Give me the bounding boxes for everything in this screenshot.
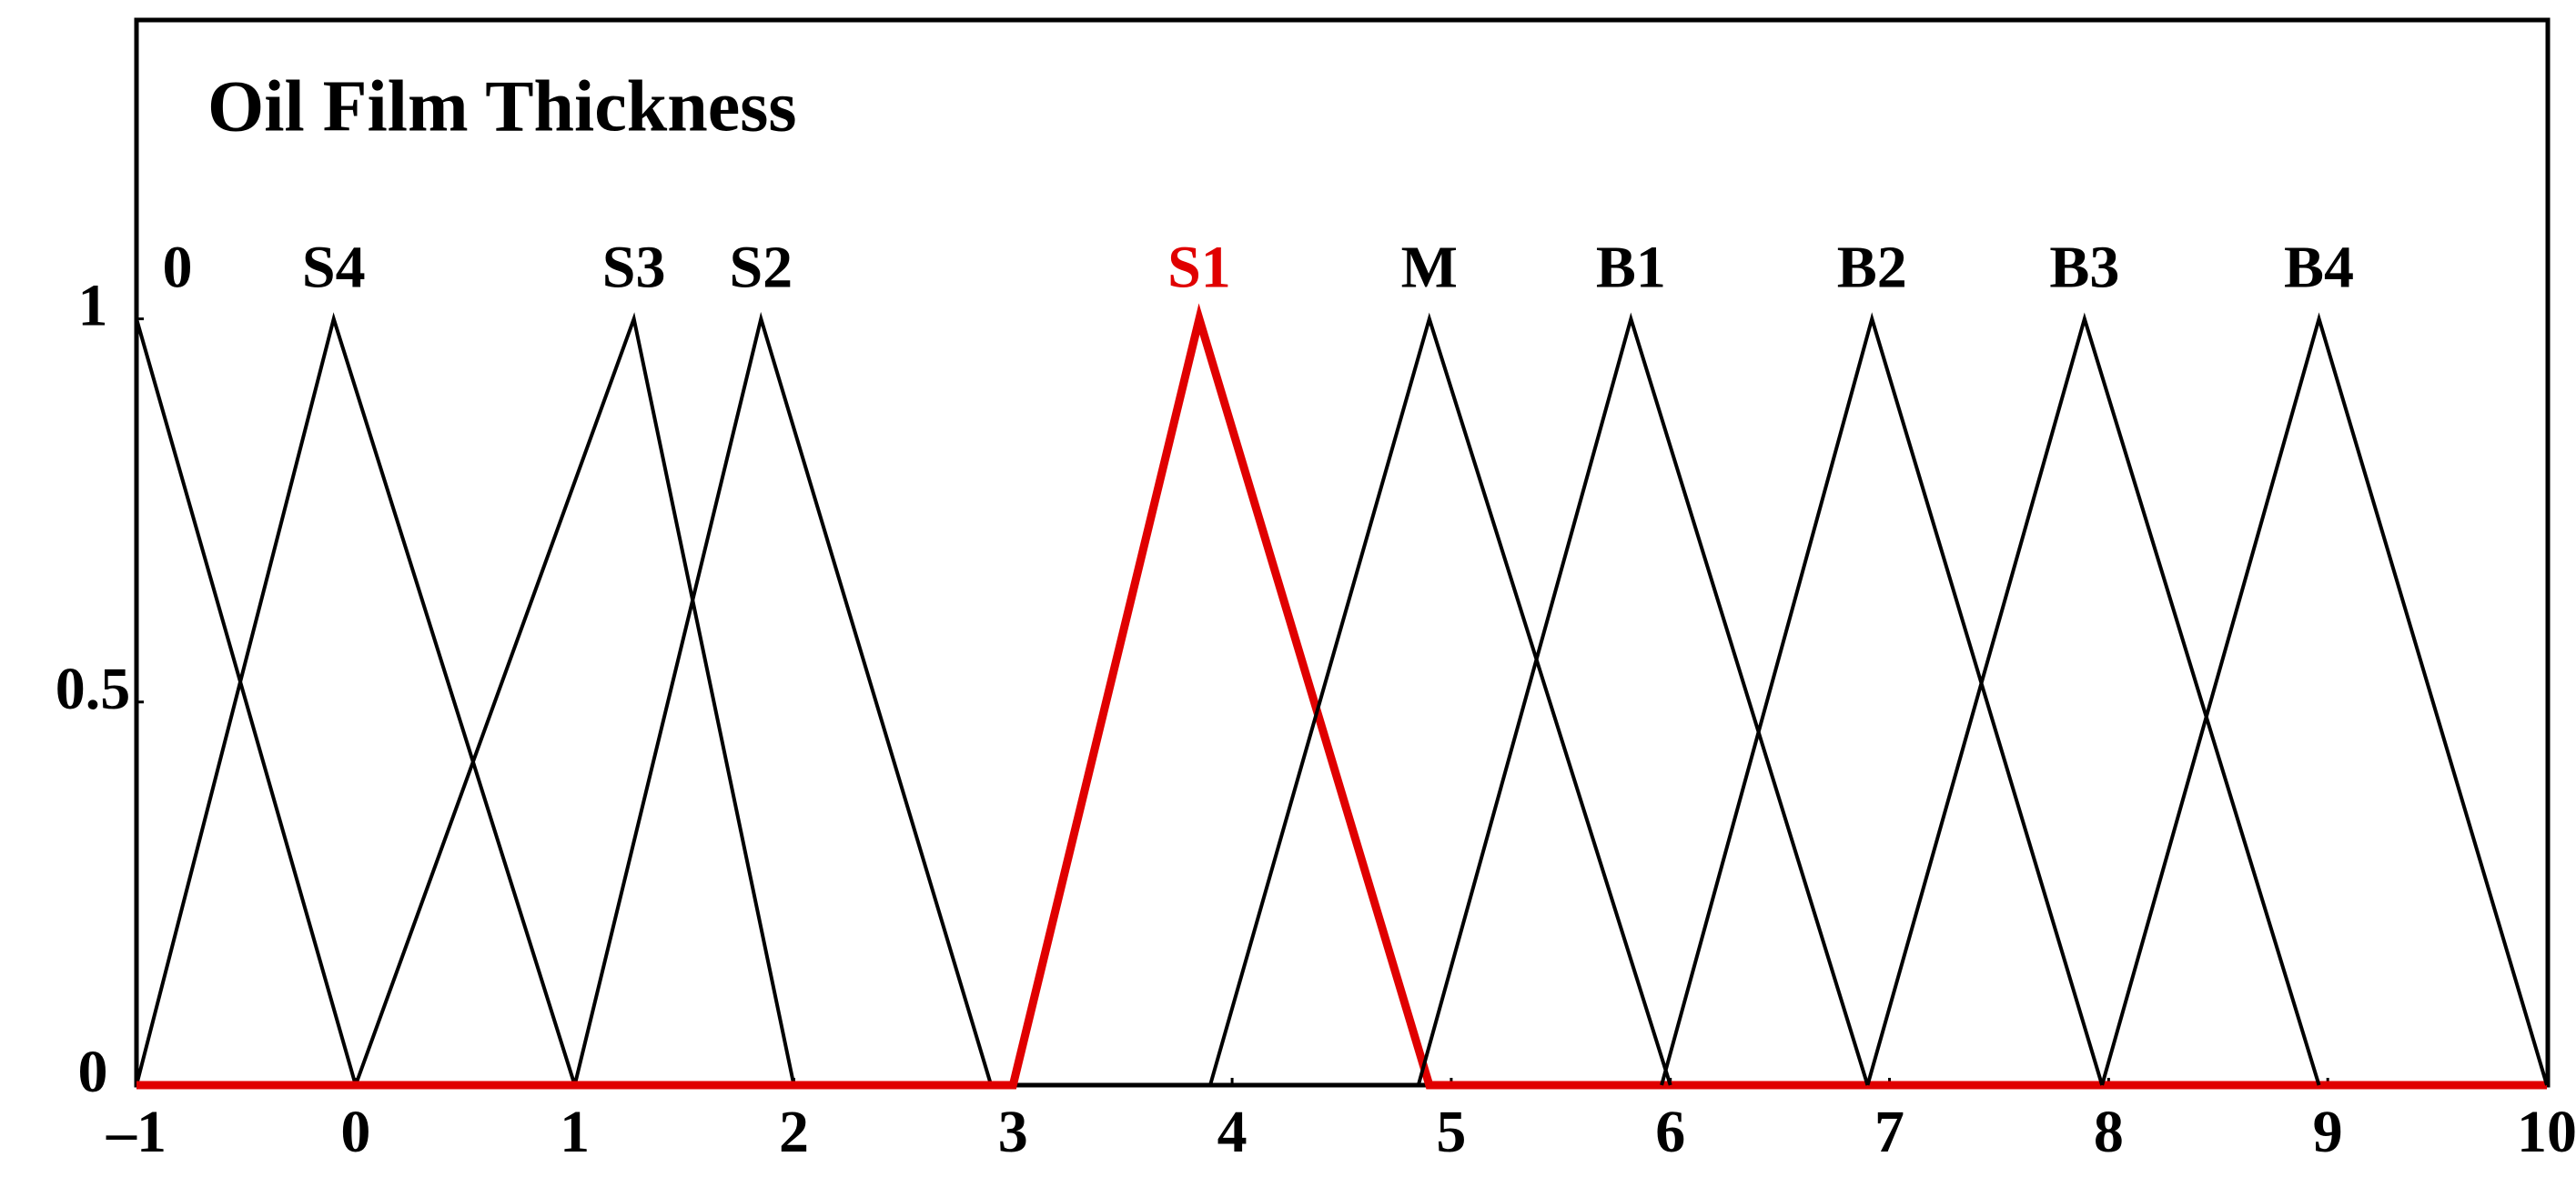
y-tick-label: 1 — [78, 273, 108, 339]
x-tick-label: 2 — [779, 1099, 809, 1165]
series-label: S1 — [1167, 235, 1231, 301]
series-label: B4 — [2284, 235, 2354, 301]
chart-title: Oil Film Thickness — [207, 66, 797, 146]
membership-line — [1865, 312, 2321, 1086]
x-tick-label: 5 — [1436, 1099, 1466, 1165]
series-label: B3 — [2049, 235, 2119, 301]
y-tick-label: 0 — [78, 1039, 108, 1105]
series-label: S2 — [729, 235, 793, 301]
series-label: B2 — [1837, 235, 1907, 301]
series-label: M — [1401, 235, 1458, 301]
x-tick-label: 8 — [2094, 1099, 2124, 1165]
membership-line — [135, 312, 577, 1086]
membership-line — [1208, 312, 1672, 1086]
plot-frame — [134, 17, 2551, 1088]
series-label: S3 — [602, 235, 666, 301]
x-tick-label: –1 — [106, 1099, 167, 1165]
membership-line — [136, 303, 2547, 1090]
membership-line — [2100, 312, 2549, 1086]
series-label: S4 — [302, 235, 366, 301]
x-tick-label: 3 — [998, 1099, 1028, 1165]
x-tick-label: 1 — [560, 1099, 590, 1165]
membership-line — [1416, 312, 1870, 1086]
x-tick-label: 9 — [2313, 1099, 2343, 1165]
y-tick-label: 0.5 — [56, 656, 131, 722]
membership-line — [1660, 312, 2105, 1086]
series-label: B1 — [1596, 235, 1666, 301]
x-tick-label: 7 — [1874, 1099, 1904, 1165]
x-tick-label: 4 — [1217, 1099, 1248, 1165]
x-tick-label: 10 — [2517, 1099, 2576, 1165]
membership-line — [353, 312, 796, 1086]
x-tick-label: 6 — [1655, 1099, 1685, 1165]
x-tick-label: 0 — [340, 1099, 370, 1165]
membership-line — [572, 311, 994, 1086]
series-label: 0 — [163, 235, 193, 301]
membership-line — [135, 318, 358, 1086]
